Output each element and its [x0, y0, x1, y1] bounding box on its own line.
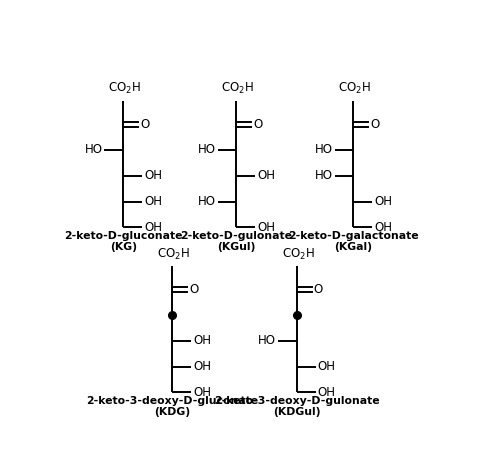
- Text: HO: HO: [198, 144, 216, 157]
- Text: CO$_2$H: CO$_2$H: [281, 247, 314, 261]
- Text: 2-keto-3-deoxy-D-gluconate
(KDG): 2-keto-3-deoxy-D-gluconate (KDG): [86, 396, 258, 418]
- Text: CO$_2$H: CO$_2$H: [221, 82, 254, 96]
- Text: CO$_2$H: CO$_2$H: [157, 247, 190, 261]
- Text: OH: OH: [193, 360, 211, 373]
- Text: HO: HO: [315, 144, 333, 157]
- Text: O: O: [253, 117, 262, 130]
- Text: OH: OH: [374, 195, 392, 208]
- Text: OH: OH: [257, 169, 275, 182]
- Text: O: O: [371, 117, 379, 130]
- Text: 2-keto-D-gulonate
(KGul): 2-keto-D-gulonate (KGul): [180, 231, 292, 252]
- Text: OH: OH: [257, 221, 275, 234]
- Text: OH: OH: [193, 386, 211, 399]
- Text: HO: HO: [198, 195, 216, 208]
- Text: O: O: [314, 282, 323, 295]
- Text: OH: OH: [144, 169, 162, 182]
- Text: OH: OH: [144, 195, 162, 208]
- Text: OH: OH: [193, 334, 211, 347]
- Text: OH: OH: [318, 360, 336, 373]
- Text: OH: OH: [374, 221, 392, 234]
- Text: O: O: [140, 117, 150, 130]
- Text: HO: HO: [84, 144, 102, 157]
- Text: HO: HO: [315, 169, 333, 182]
- Text: 2-keto-D-galactonate
(KGal): 2-keto-D-galactonate (KGal): [288, 231, 419, 252]
- Text: CO$_2$H: CO$_2$H: [338, 82, 371, 96]
- Text: HO: HO: [258, 334, 276, 347]
- Text: OH: OH: [144, 221, 162, 234]
- Text: CO$_2$H: CO$_2$H: [108, 82, 141, 96]
- Text: 2-keto-3-deoxy-D-gulonate
(KDGul): 2-keto-3-deoxy-D-gulonate (KDGul): [214, 396, 379, 418]
- Text: 2-keto-D-gluconate
(KG): 2-keto-D-gluconate (KG): [64, 231, 183, 252]
- Text: OH: OH: [318, 386, 336, 399]
- Text: O: O: [189, 282, 198, 295]
